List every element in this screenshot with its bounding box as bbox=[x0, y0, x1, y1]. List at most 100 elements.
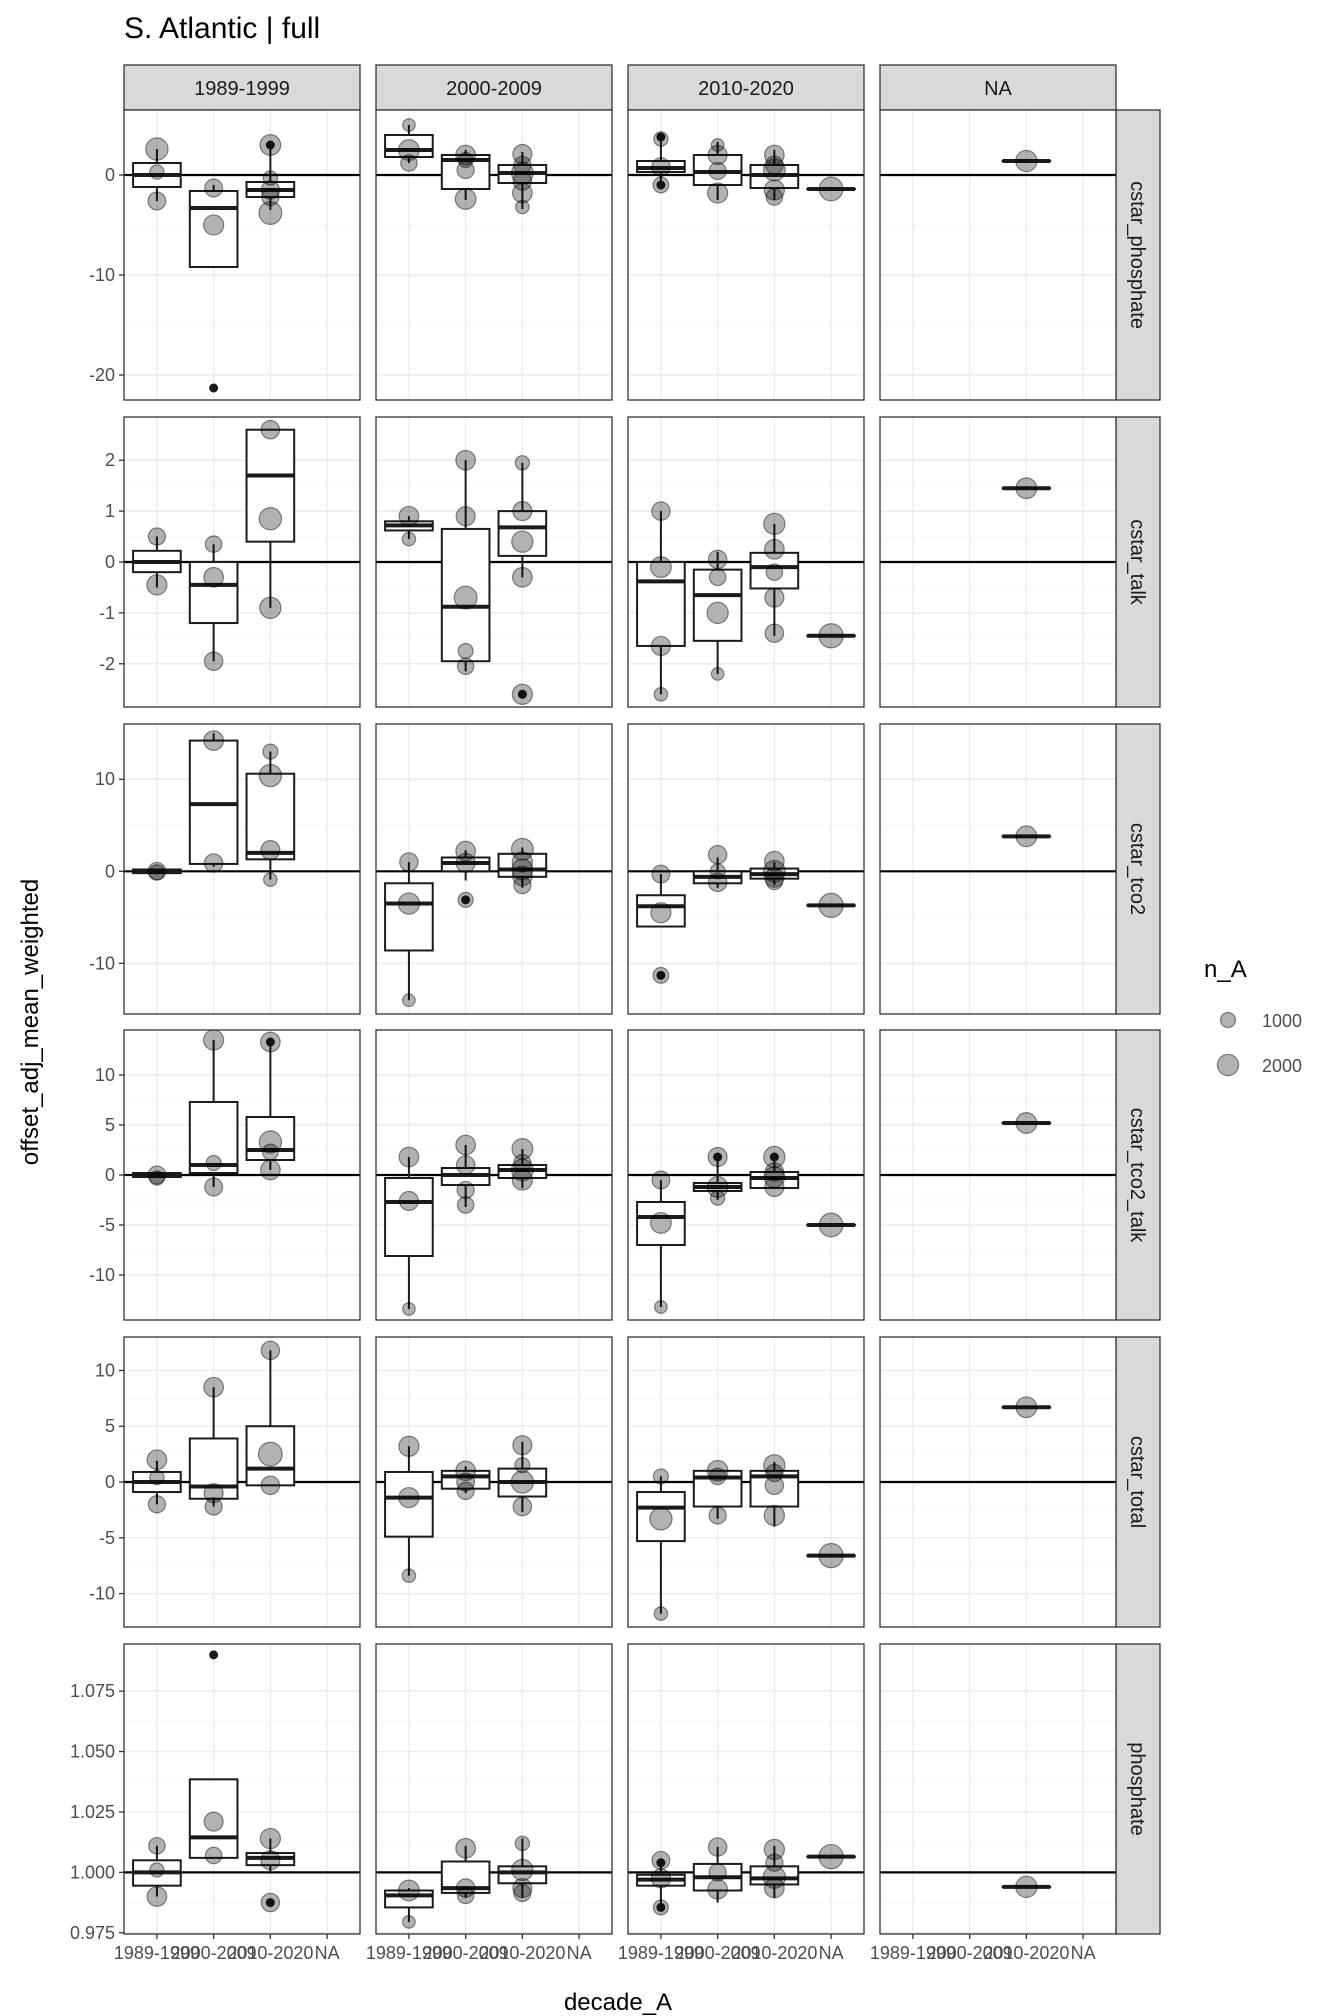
weighted-point bbox=[457, 1181, 474, 1198]
chart-title: S. Atlantic | full bbox=[124, 12, 320, 45]
weighted-point bbox=[652, 865, 670, 883]
y-tick-label: 1.000 bbox=[70, 1862, 115, 1882]
weighted-point bbox=[709, 1507, 726, 1524]
weighted-point bbox=[513, 567, 533, 587]
weighted-point bbox=[708, 1838, 726, 1856]
x-tick-label: NA bbox=[567, 1943, 592, 1963]
weighted-point bbox=[653, 1900, 668, 1915]
weighted-point bbox=[454, 586, 477, 609]
weighted-point bbox=[399, 1147, 419, 1167]
weighted-point bbox=[262, 1144, 278, 1160]
column-strip-label: 2010-2020 bbox=[698, 78, 794, 100]
weighted-point bbox=[261, 1341, 279, 1359]
weighted-point bbox=[148, 192, 166, 210]
weighted-point bbox=[819, 177, 843, 201]
weighted-point bbox=[403, 119, 416, 132]
weighted-point bbox=[514, 1154, 531, 1171]
weighted-point bbox=[652, 1171, 670, 1189]
weighted-point bbox=[707, 602, 728, 623]
y-tick-label: 0.975 bbox=[70, 1923, 115, 1943]
weighted-point bbox=[709, 162, 726, 179]
weighted-point bbox=[650, 1508, 672, 1530]
weighted-point bbox=[456, 1838, 476, 1858]
weighted-point bbox=[766, 564, 782, 580]
weighted-point bbox=[146, 138, 168, 160]
weighted-point bbox=[1016, 1876, 1037, 1897]
faceted-boxplot-figure: S. Atlantic | full decade_A offset_adj_m… bbox=[0, 0, 1344, 2016]
weighted-point bbox=[402, 1569, 415, 1582]
weighted-point bbox=[261, 1851, 280, 1870]
y-tick-label: 0 bbox=[105, 165, 115, 185]
weighted-point bbox=[204, 567, 224, 587]
y-tick-label: 0 bbox=[105, 1165, 115, 1185]
weighted-point bbox=[512, 1859, 533, 1880]
legend-key-point bbox=[1217, 1054, 1238, 1075]
weighted-point bbox=[766, 189, 782, 205]
weighted-point bbox=[260, 1828, 280, 1848]
weighted-point bbox=[457, 658, 473, 674]
weighted-point bbox=[149, 1838, 165, 1854]
weighted-point bbox=[458, 153, 473, 168]
weighted-point bbox=[205, 536, 221, 552]
y-tick-label: -10 bbox=[89, 1265, 115, 1285]
column-strip-label: NA bbox=[984, 78, 1012, 100]
weighted-point bbox=[456, 854, 475, 873]
x-axis-title: decade_A bbox=[564, 1989, 672, 2016]
legend-label: 1000 bbox=[1262, 1011, 1302, 1031]
y-tick-label: 5 bbox=[105, 1115, 115, 1135]
weighted-point bbox=[513, 1436, 532, 1455]
weighted-point bbox=[205, 1498, 222, 1515]
weighted-point bbox=[711, 668, 724, 681]
x-tick-label: NA bbox=[819, 1943, 844, 1963]
weighted-point bbox=[513, 1497, 531, 1515]
weighted-point bbox=[711, 1191, 725, 1205]
weighted-point bbox=[259, 1442, 283, 1466]
y-tick-label: -5 bbox=[99, 1528, 115, 1548]
weighted-point bbox=[512, 1170, 532, 1190]
weighted-point bbox=[764, 513, 785, 534]
weighted-point bbox=[513, 172, 531, 190]
weighted-point bbox=[264, 873, 277, 886]
weighted-point bbox=[765, 1878, 785, 1898]
weighted-point bbox=[399, 1488, 419, 1508]
weighted-point bbox=[263, 171, 277, 185]
weighted-point bbox=[515, 1836, 529, 1850]
weighted-point bbox=[261, 1893, 279, 1911]
weighted-point bbox=[514, 1884, 531, 1901]
weighted-point bbox=[457, 1482, 474, 1499]
weighted-point bbox=[204, 1030, 224, 1050]
weighted-point bbox=[205, 1178, 223, 1196]
outlier-point bbox=[209, 384, 218, 393]
weighted-point bbox=[1016, 826, 1037, 847]
weighted-point bbox=[150, 1470, 164, 1484]
weighted-point bbox=[205, 179, 223, 197]
y-tick-label: 0 bbox=[105, 1472, 115, 1492]
y-tick-label: -2 bbox=[99, 654, 115, 674]
weighted-point bbox=[401, 155, 417, 171]
weighted-point bbox=[204, 1812, 223, 1831]
weighted-point bbox=[260, 597, 281, 618]
weighted-point bbox=[654, 132, 668, 146]
weighted-point bbox=[651, 903, 671, 923]
y-tick-label: 2 bbox=[105, 450, 115, 470]
weighted-point bbox=[708, 183, 728, 203]
x-tick-label: 2010-2020 bbox=[731, 1943, 817, 1963]
weighted-point bbox=[259, 508, 281, 530]
column-strip-label: 1989-1999 bbox=[194, 78, 290, 100]
y-tick-label: -1 bbox=[99, 603, 115, 623]
row-strip-label: cstar_phosphate bbox=[1126, 181, 1148, 329]
outlier-point bbox=[209, 1650, 218, 1659]
row-strip-label: cstar_talk bbox=[1126, 519, 1148, 606]
column-strip-label: 2000-2009 bbox=[446, 78, 542, 100]
weighted-point bbox=[261, 1032, 281, 1052]
weighted-point bbox=[457, 1197, 473, 1213]
weighted-point bbox=[765, 588, 784, 607]
weighted-point bbox=[653, 177, 669, 193]
y-tick-label: 0 bbox=[105, 861, 115, 881]
y-tick-label: 1 bbox=[105, 501, 115, 521]
weighted-point bbox=[455, 189, 476, 210]
weighted-point bbox=[513, 502, 532, 521]
iqr-box bbox=[385, 1178, 433, 1256]
y-tick-label: 1.075 bbox=[70, 1681, 115, 1701]
row-strip-label: cstar_total bbox=[1126, 1436, 1148, 1528]
